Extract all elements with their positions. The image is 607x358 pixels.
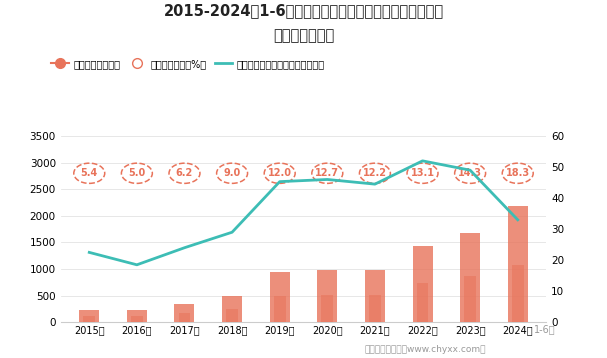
Bar (222, 296, 242, 322)
Text: 1-6月: 1-6月 (534, 324, 556, 334)
Bar (127, 310, 147, 322)
Bar (83, 316, 95, 322)
Bar (131, 316, 143, 322)
Bar (274, 296, 286, 322)
Bar (512, 265, 524, 322)
Text: 亥损企业统计图: 亥损企业统计图 (273, 29, 334, 44)
Text: 12.2: 12.2 (363, 168, 387, 178)
Text: 12.0: 12.0 (268, 168, 292, 178)
Text: 2015-2024年1-6月木材加工和木、竹、藤、棕、草制品业: 2015-2024年1-6月木材加工和木、竹、藤、棕、草制品业 (163, 4, 444, 19)
Legend: 亥损企业数（个）, 亥损企业占比（%）, 亥损企业亥损总额累计值（亿元）: 亥损企业数（个）, 亥损企业占比（%）, 亥损企业亥损总额累计值（亿元） (47, 55, 329, 73)
Bar (174, 304, 194, 322)
Text: 18.3: 18.3 (506, 168, 530, 178)
Bar (507, 206, 527, 322)
Text: 6.2: 6.2 (176, 168, 193, 178)
Bar (321, 295, 333, 322)
Bar (464, 276, 476, 322)
Text: 9.0: 9.0 (223, 168, 241, 178)
Text: 制图：智研咋询（www.chyxx.com）: 制图：智研咋询（www.chyxx.com） (364, 345, 486, 354)
Text: 5.4: 5.4 (81, 168, 98, 178)
Bar (369, 295, 381, 322)
Text: 5.0: 5.0 (128, 168, 146, 178)
Bar (178, 313, 191, 322)
Text: 13.1: 13.1 (410, 168, 435, 178)
Bar (270, 272, 290, 322)
Text: 14.3: 14.3 (458, 168, 482, 178)
Bar (460, 233, 480, 322)
Bar (416, 284, 429, 322)
Bar (365, 270, 385, 322)
Bar (317, 270, 337, 322)
Bar (226, 309, 238, 322)
Bar (80, 310, 100, 322)
Text: 12.7: 12.7 (315, 168, 339, 178)
Bar (413, 246, 433, 322)
